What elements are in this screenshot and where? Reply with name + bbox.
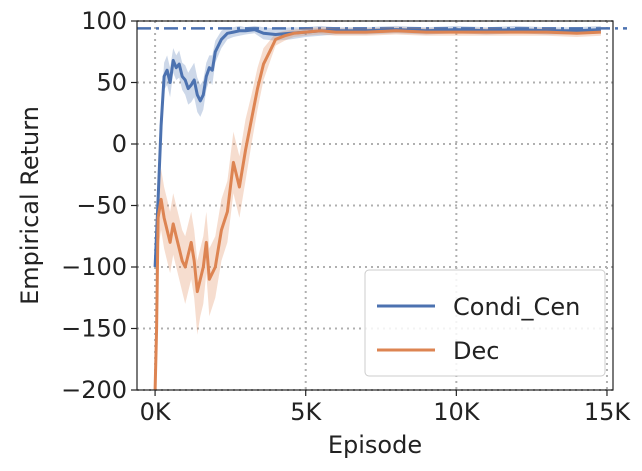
series-line-dec xyxy=(153,29,601,391)
y-tick-label: −150 xyxy=(61,315,127,343)
y-tick-label: −200 xyxy=(61,376,127,404)
y-axis-title: Empirical Return xyxy=(16,106,44,305)
x-tick-label: 0K xyxy=(140,398,172,426)
legend-label: Condi_Cen xyxy=(453,293,580,321)
y-ticks: 100 50 0 −50 −100 −150 −200 xyxy=(61,7,137,404)
legend-label: Dec xyxy=(453,337,499,365)
x-tick-label: 5K xyxy=(290,398,322,426)
x-ticks: 0K 5K 10K 15K xyxy=(140,390,632,426)
y-tick-label: −100 xyxy=(61,253,127,281)
x-tick-label: 10K xyxy=(433,398,481,426)
y-tick-label: 0 xyxy=(112,130,127,158)
legend: Condi_Cen Dec xyxy=(364,269,606,377)
x-tick-label: 15K xyxy=(584,398,632,426)
series-lines xyxy=(153,28,601,391)
x-axis-title: Episode xyxy=(328,431,422,459)
y-tick-label: 50 xyxy=(96,69,127,97)
y-tick-label: −50 xyxy=(76,192,127,220)
y-tick-label: 100 xyxy=(81,7,127,35)
